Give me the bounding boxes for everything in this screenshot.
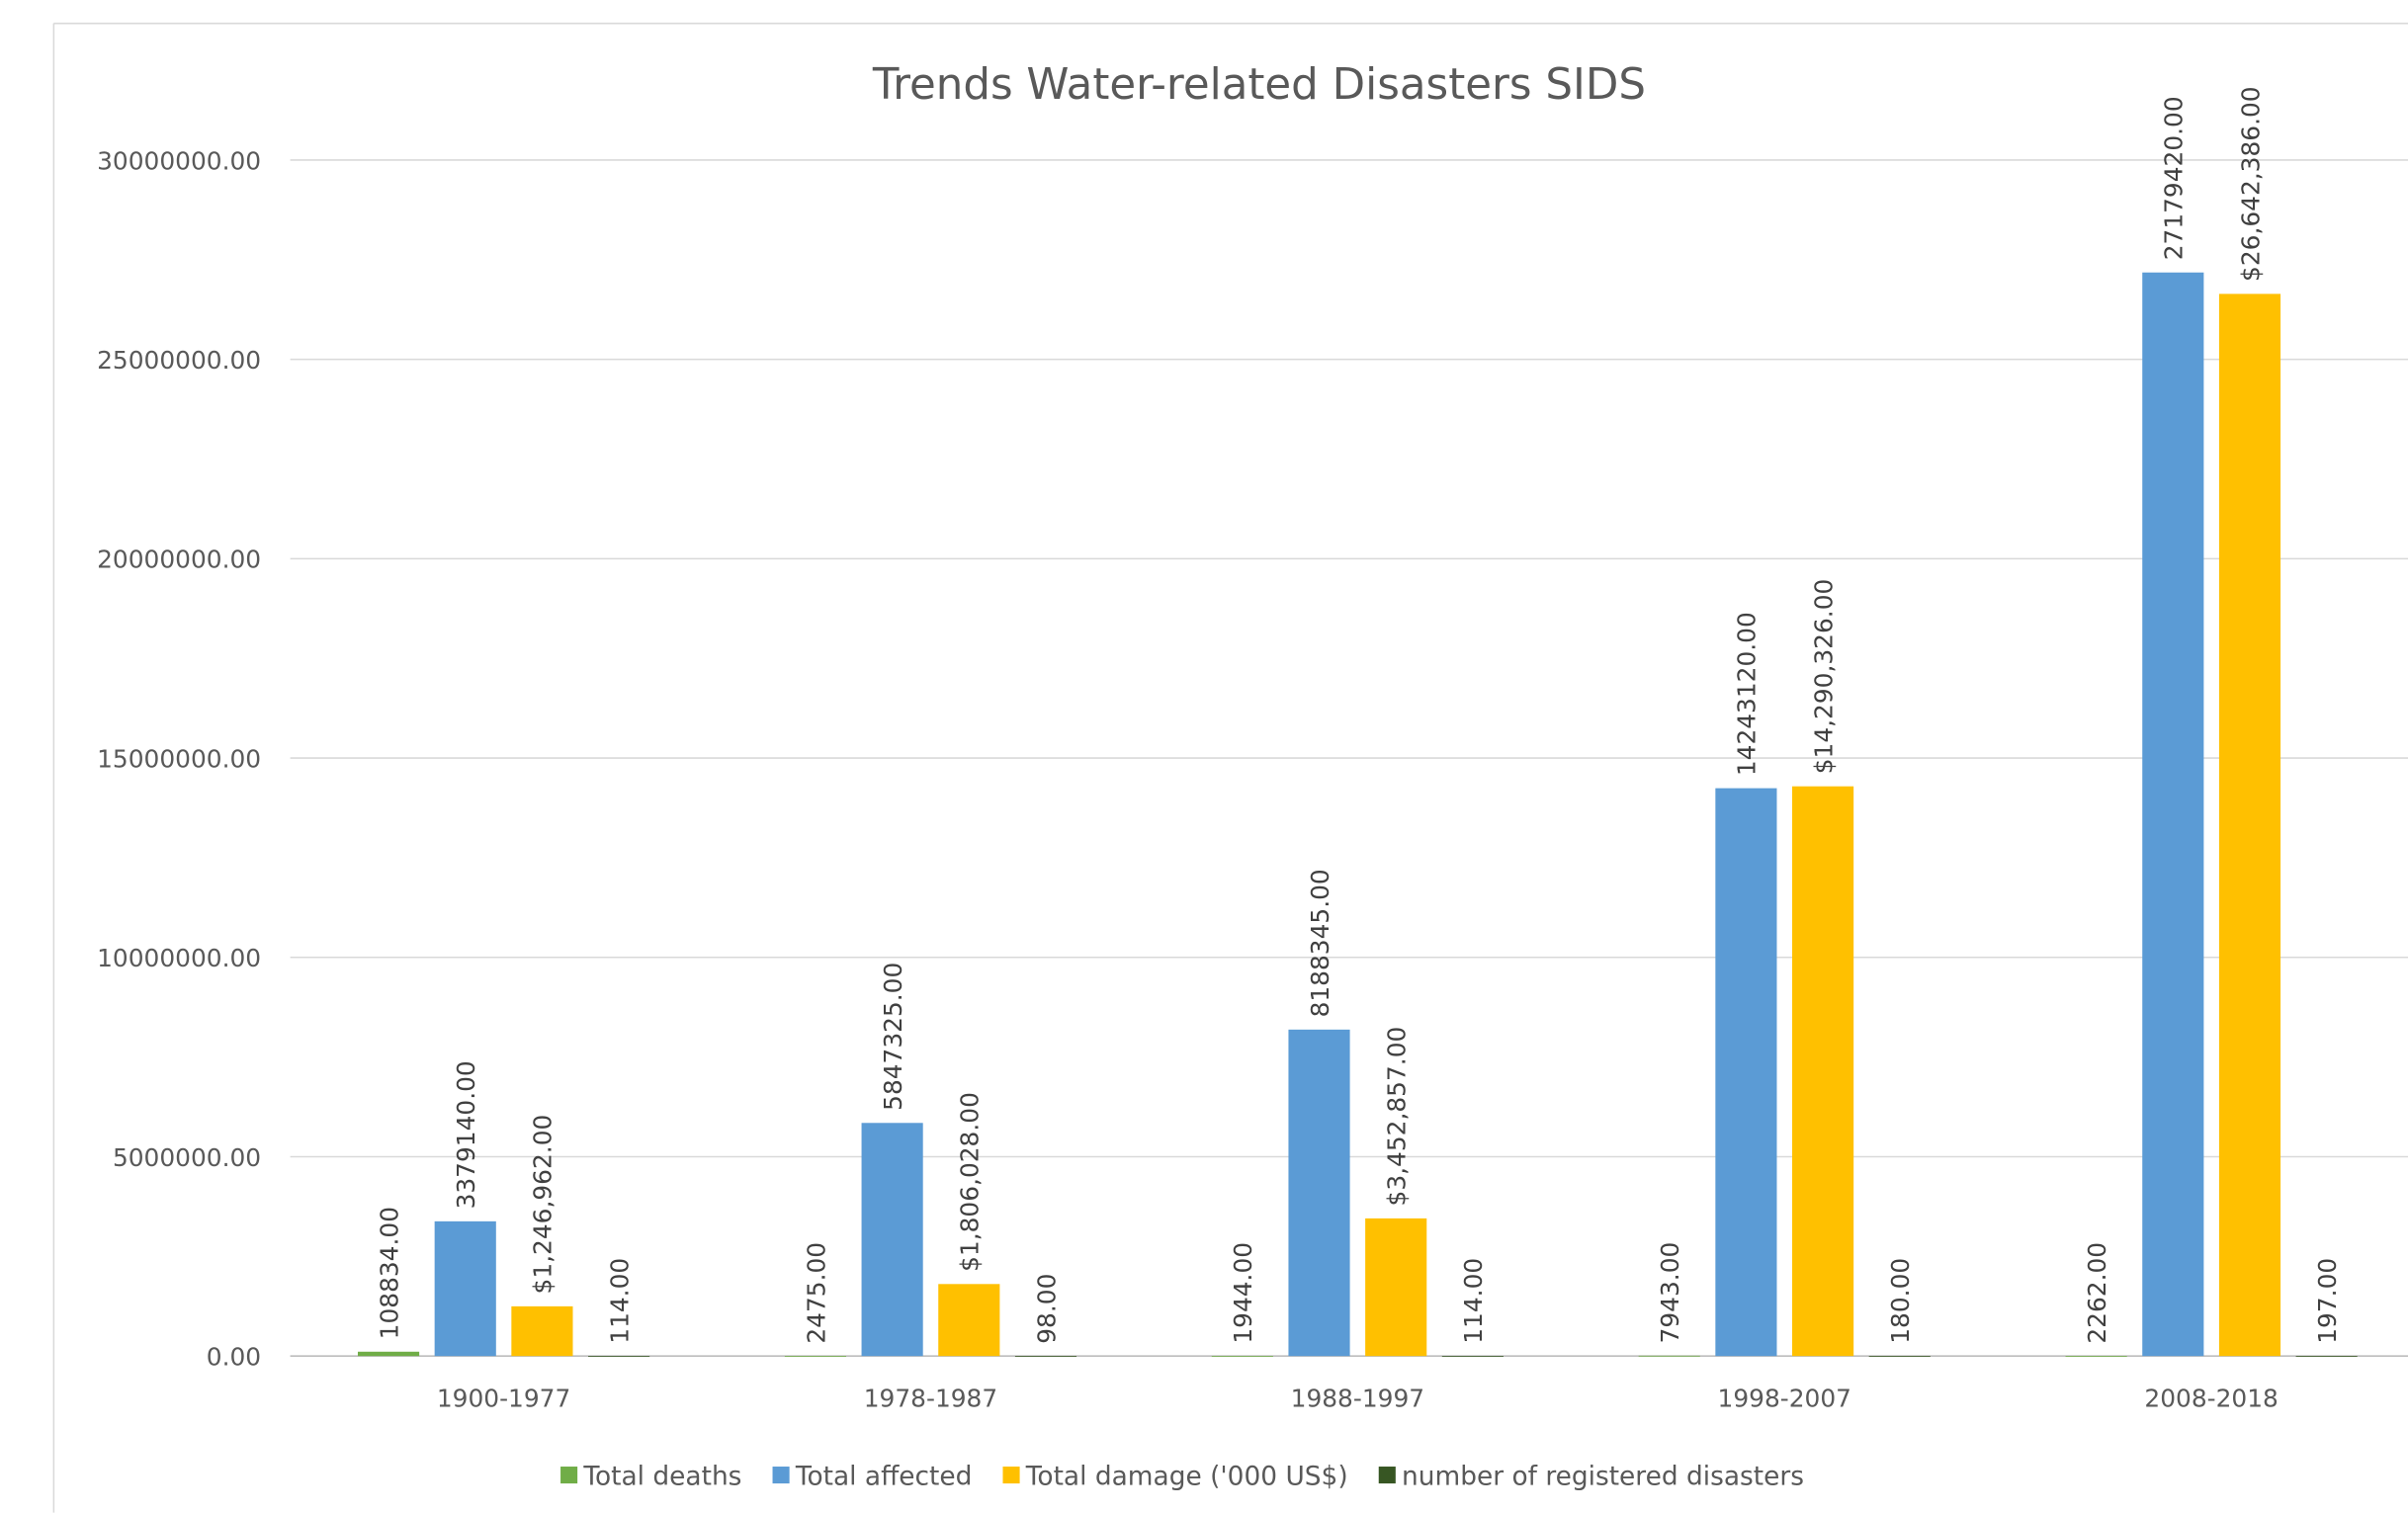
bar <box>357 1351 420 1357</box>
x-tick-label: 1998-2007 <box>1718 1384 1851 1412</box>
data-label: $1,246,962.00 <box>529 1115 558 1295</box>
data-label: 180.00 <box>1886 1258 1915 1344</box>
legend-label: number of registered disasters <box>1402 1462 1804 1492</box>
data-label: $26,642,386.00 <box>2236 86 2265 282</box>
bar <box>1014 1356 1077 1357</box>
bar <box>2142 272 2204 1357</box>
data-label: 8188345.00 <box>1306 869 1334 1017</box>
y-tick-label: 0.00 <box>207 1342 261 1371</box>
bar <box>1288 1029 1350 1357</box>
y-tick-label: 20000000.00 <box>97 546 261 574</box>
bar <box>1365 1218 1427 1357</box>
legend-swatch <box>772 1467 790 1484</box>
data-label: 98.00 <box>1032 1274 1061 1344</box>
y-tick-label: 30000000.00 <box>97 146 261 175</box>
bar <box>511 1305 573 1357</box>
bar <box>1868 1356 1931 1357</box>
y-tick-label: 25000000.00 <box>97 346 261 375</box>
bar <box>861 1123 923 1357</box>
bar <box>1211 1356 1273 1357</box>
bar <box>1441 1356 1504 1357</box>
bar <box>2065 1356 2127 1357</box>
x-tick-label: 1978-1987 <box>864 1384 997 1412</box>
y-tick-label: 15000000.00 <box>97 744 261 773</box>
bar <box>1715 788 1777 1357</box>
bar <box>938 1284 1000 1357</box>
data-label: $3,452,857.00 <box>1383 1027 1412 1207</box>
chart-title: Trends Water-related Disasters SIDS <box>872 60 1646 110</box>
legend-label: Total damage ('000 US$) <box>1025 1462 1348 1492</box>
bar <box>588 1356 650 1357</box>
data-label: 1944.00 <box>1229 1242 1257 1344</box>
data-label: 3379140.00 <box>452 1060 480 1209</box>
legend-label: Total affected <box>795 1462 973 1492</box>
bar <box>784 1356 847 1357</box>
legend-label: Total deaths <box>582 1462 741 1492</box>
data-label: 14243120.00 <box>1733 612 1762 776</box>
y-tick-label: 10000000.00 <box>97 944 261 972</box>
bar <box>2295 1356 2358 1357</box>
bar <box>2218 294 2281 1357</box>
data-label: 114.00 <box>605 1258 634 1344</box>
data-label: 7943.00 <box>1656 1242 1684 1344</box>
data-label: 197.00 <box>2313 1258 2342 1344</box>
bar <box>1792 786 1854 1357</box>
data-label: 2475.00 <box>802 1242 830 1344</box>
x-tick-label: 2008-2018 <box>2144 1384 2278 1412</box>
data-label: $1,806,028.00 <box>956 1092 985 1272</box>
data-label: 27179420.00 <box>2160 96 2189 260</box>
x-tick-label: 1900-1977 <box>437 1384 570 1412</box>
legend-swatch <box>560 1467 578 1484</box>
data-label: 114.00 <box>1459 1258 1488 1344</box>
legend-swatch <box>1002 1467 1020 1484</box>
bar <box>434 1220 496 1357</box>
data-label: 108834.00 <box>375 1207 403 1339</box>
data-label: 2262.00 <box>2083 1242 2111 1344</box>
legend-swatch <box>1378 1467 1396 1484</box>
data-label: $14,290,326.00 <box>1809 579 1838 775</box>
bar <box>1638 1355 1700 1357</box>
data-label: 5847325.00 <box>879 963 907 1111</box>
x-tick-label: 1988-1997 <box>1291 1384 1424 1412</box>
y-tick-label: 5000000.00 <box>113 1143 261 1172</box>
